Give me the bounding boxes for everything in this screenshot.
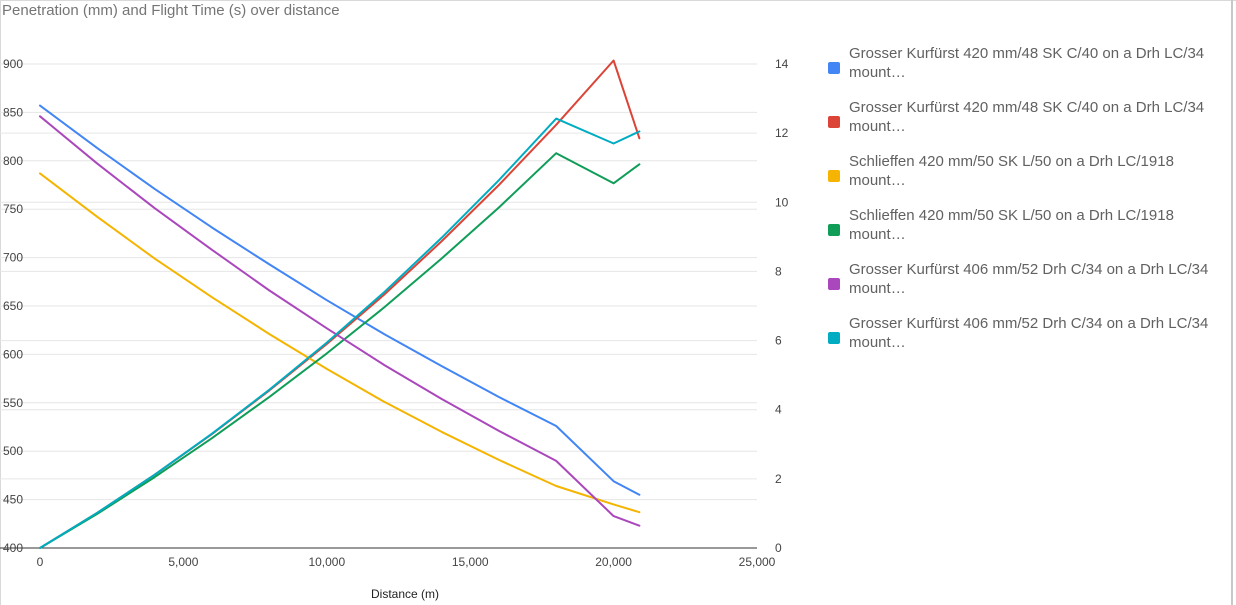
chart-title: Penetration (mm) and Flight Time (s) ove… — [2, 2, 340, 19]
y-tick-label: 500 — [3, 444, 23, 458]
x-tick-label: 15,000 — [452, 555, 489, 569]
series-line-5[interactable] — [39, 115, 641, 527]
legend-swatch — [828, 62, 840, 74]
legend-item-6[interactable]: Grosser Kurfürst 406 mm/52 Drh C/34 on a… — [828, 314, 1232, 368]
y2-tick-label: 6 — [775, 334, 782, 348]
legend-label: Schlieffen 420 mm/50 SK L/50 on a Drh LC… — [849, 153, 1174, 189]
x-tick-label: 0 — [37, 555, 44, 569]
y-tick-label: 450 — [3, 493, 23, 507]
x-tick-label: 20,000 — [595, 555, 632, 569]
legend-item-4[interactable]: Schlieffen 420 mm/50 SK L/50 on a Drh LC… — [828, 206, 1232, 260]
legend-label: Grosser Kurfürst 420 mm/48 SK C/40 on a … — [849, 99, 1205, 135]
frame-top-border — [0, 0, 1236, 1]
series-line-6[interactable] — [39, 117, 641, 549]
legend-item-3[interactable]: Schlieffen 420 mm/50 SK L/50 on a Drh LC… — [828, 152, 1232, 206]
y2-tick-label: 2 — [775, 472, 782, 486]
y-tick-label: 850 — [3, 105, 23, 119]
y-tick-label: 550 — [3, 396, 23, 410]
x-axis-title: Distance (m) — [371, 587, 439, 601]
y2-tick-label: 10 — [775, 195, 789, 209]
legend-label: Grosser Kurfürst 406 mm/52 Drh C/34 on a… — [849, 315, 1209, 351]
y-tick-label: 800 — [3, 154, 23, 168]
y-tick-label: 900 — [3, 57, 23, 71]
series-layer — [39, 59, 641, 549]
legend: Grosser Kurfürst 420 mm/48 SK C/40 on a … — [828, 44, 1232, 368]
legend-item-2[interactable]: Grosser Kurfürst 420 mm/48 SK C/40 on a … — [828, 98, 1232, 152]
legend-swatch — [828, 332, 840, 344]
legend-swatch — [828, 116, 840, 128]
legend-label: Grosser Kurfürst 406 mm/52 Drh C/34 on a… — [849, 261, 1209, 297]
y-tick-label: 700 — [3, 251, 23, 265]
y2-tick-label: 0 — [775, 541, 782, 555]
legend-label: Schlieffen 420 mm/50 SK L/50 on a Drh LC… — [849, 207, 1174, 243]
y-tick-label: 650 — [3, 299, 23, 313]
series-line-4[interactable] — [39, 152, 641, 549]
legend-swatch — [828, 278, 840, 290]
legend-item-5[interactable]: Grosser Kurfürst 406 mm/52 Drh C/34 on a… — [828, 260, 1232, 314]
frame-left-border — [0, 0, 1, 605]
axis-layer: 400 450 500 550 600 650 700 750 800 850 900 0 2 4 6 8 10… — [3, 57, 789, 569]
y2-tick-label: 12 — [775, 126, 789, 140]
frame-right-border — [1231, 0, 1233, 605]
legend-item-1[interactable]: Grosser Kurfürst 420 mm/48 SK C/40 on a … — [828, 44, 1232, 98]
grid-layer — [0, 63, 757, 549]
y-tick-label: 600 — [3, 347, 23, 361]
legend-label: Grosser Kurfürst 420 mm/48 SK C/40 on a … — [849, 45, 1205, 81]
y2-tick-label: 14 — [775, 57, 789, 71]
y2-tick-label: 8 — [775, 264, 782, 278]
x-tick-label: 25,000 — [739, 555, 776, 569]
x-tick-label: 10,000 — [308, 555, 345, 569]
y2-tick-label: 4 — [775, 403, 782, 417]
y-tick-label: 750 — [3, 202, 23, 216]
legend-swatch — [828, 170, 840, 182]
x-tick-label: 5,000 — [168, 555, 198, 569]
legend-swatch — [828, 224, 840, 236]
series-line-1[interactable] — [39, 104, 641, 496]
series-line-3[interactable] — [39, 172, 641, 514]
y-tick-label: 400 — [3, 541, 23, 555]
